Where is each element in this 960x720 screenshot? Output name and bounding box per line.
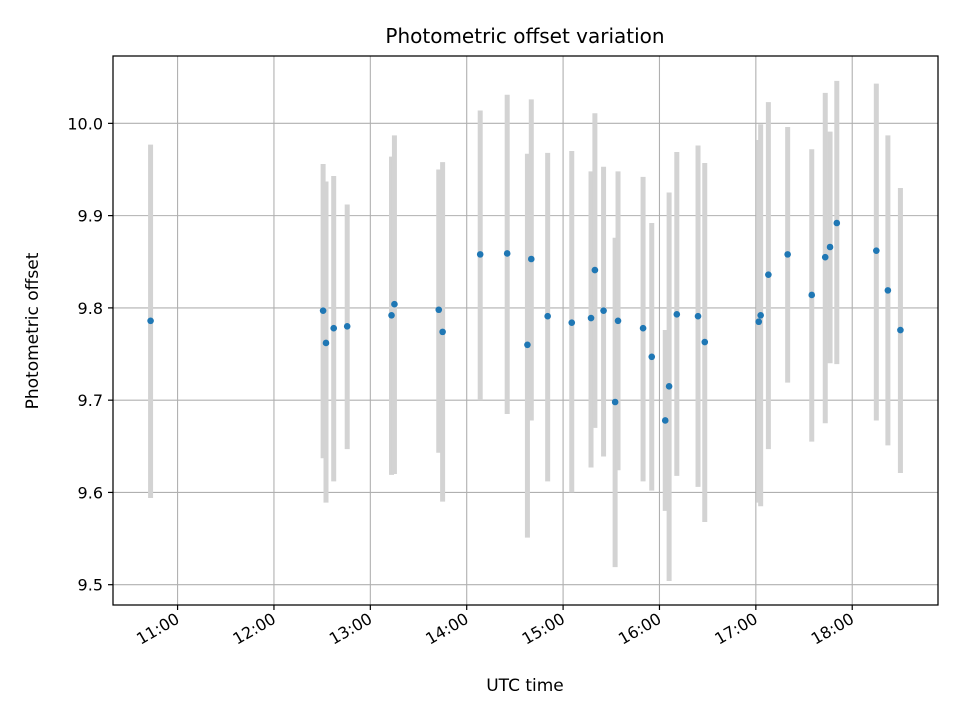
data-point	[568, 319, 576, 326]
data-point	[503, 250, 511, 257]
data-point	[873, 247, 880, 254]
data-point	[439, 328, 446, 336]
data-point	[826, 243, 834, 251]
data-point	[476, 251, 484, 258]
data-point	[884, 287, 892, 294]
data-point	[587, 314, 595, 322]
data-point	[524, 341, 531, 349]
data-point	[833, 219, 841, 227]
data-point	[614, 317, 622, 325]
data-point	[388, 311, 395, 319]
data-point	[665, 383, 673, 390]
y-tick-label: 9.5	[78, 576, 103, 595]
data-point	[694, 312, 702, 320]
chart-title: Photometric offset variation	[385, 24, 664, 48]
y-tick-label: 9.6	[78, 483, 103, 502]
y-tick-label: 9.9	[78, 207, 103, 226]
data-point	[322, 339, 330, 347]
data-point	[673, 311, 681, 318]
y-tick-label: 9.8	[78, 299, 103, 318]
data-point	[611, 398, 619, 406]
data-point	[808, 291, 816, 299]
data-point	[661, 417, 669, 424]
y-tick-label: 9.7	[78, 391, 103, 410]
data-point	[330, 324, 338, 332]
data-point	[147, 317, 154, 325]
data-point	[757, 311, 764, 319]
data-point	[600, 307, 607, 314]
y-axis-ticks: 9.5 9.6 9.7 9.8 9.9 10.0	[67, 114, 113, 595]
y-axis-title: Photometric offset	[23, 252, 43, 409]
data-point	[701, 338, 709, 346]
x-axis-title: UTC time	[486, 676, 564, 696]
data-point	[527, 255, 535, 263]
data-points	[147, 219, 904, 424]
plot-area-frame	[112, 55, 939, 606]
data-point	[897, 326, 904, 334]
y-tick-label: 10.0	[67, 114, 103, 133]
data-point	[648, 353, 656, 361]
data-point	[435, 306, 443, 314]
data-point	[319, 307, 327, 314]
data-point	[391, 300, 398, 308]
data-point	[765, 271, 772, 278]
data-point	[639, 324, 647, 332]
data-point	[821, 253, 829, 261]
data-point	[544, 312, 551, 320]
data-point	[591, 266, 599, 274]
data-point	[343, 323, 351, 330]
data-point	[784, 251, 791, 258]
data-point	[755, 318, 763, 326]
